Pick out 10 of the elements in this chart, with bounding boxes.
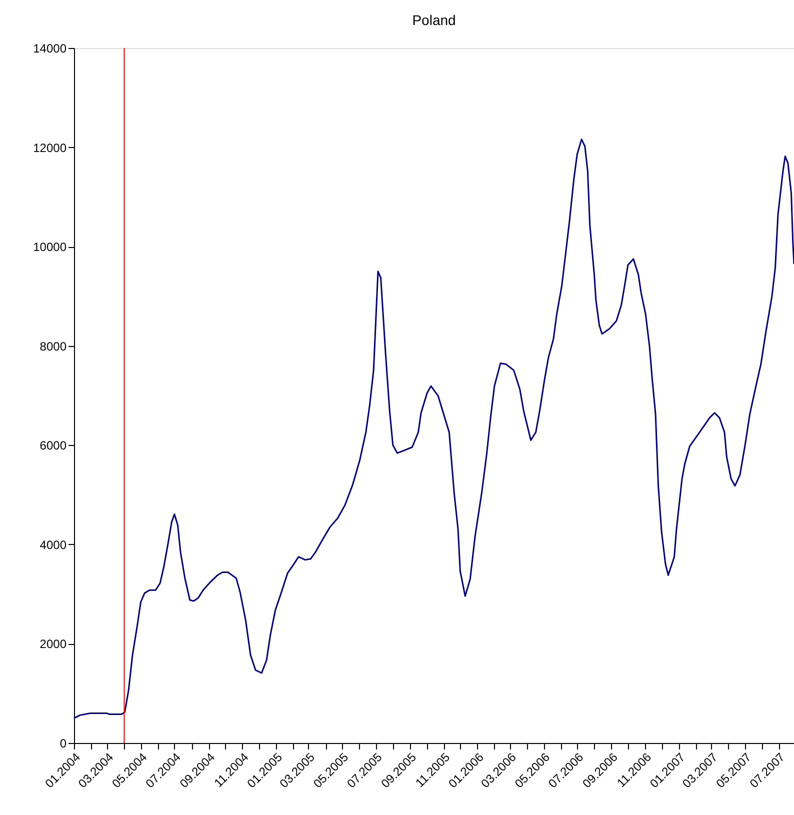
y-tick-label: 0 — [60, 736, 67, 750]
line-series — [73, 138, 794, 719]
chart-title: Poland — [412, 12, 456, 28]
y-tick-label: 4000 — [40, 538, 67, 552]
y-tick-label: 8000 — [40, 339, 67, 354]
y-tick-label: 14000 — [33, 42, 67, 56]
y-tick-label: 12000 — [33, 140, 67, 155]
y-tick-label: 6000 — [40, 438, 67, 453]
y-tick-label: 10000 — [33, 240, 67, 254]
y-tick-label: 2000 — [40, 637, 67, 652]
